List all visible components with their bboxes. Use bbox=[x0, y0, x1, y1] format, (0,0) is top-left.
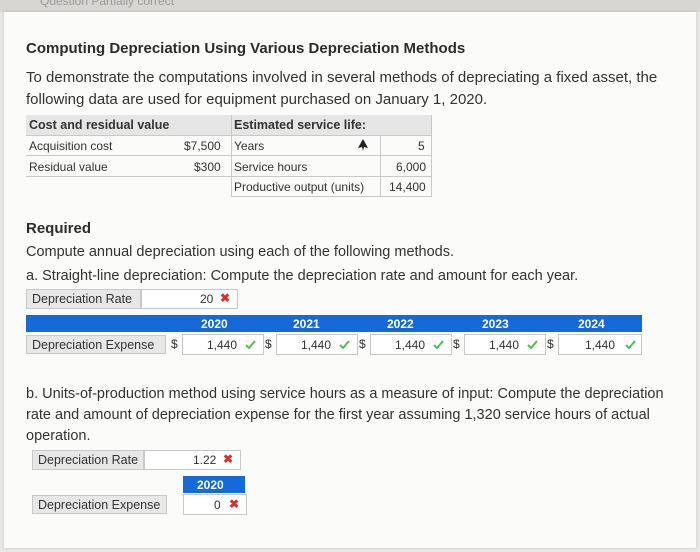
currency-symbol: $ bbox=[547, 337, 554, 351]
currency-symbol: $ bbox=[453, 337, 460, 351]
years-label: Years bbox=[234, 139, 265, 153]
checkmark-icon bbox=[339, 340, 350, 349]
service-hours-value: 6,000 bbox=[396, 160, 427, 174]
checkmark-icon bbox=[245, 340, 256, 349]
required-heading: Required bbox=[26, 220, 92, 237]
acquisition-cost-label: Acquisition cost bbox=[29, 139, 113, 153]
years-value: 5 bbox=[418, 139, 425, 153]
productive-output-label: Productive output (units) bbox=[234, 180, 365, 194]
year-2021: 2021 bbox=[293, 317, 320, 331]
expense-2020-value: 1,440 bbox=[207, 338, 238, 352]
part-a-rate-input[interactable]: 20 ✖ bbox=[141, 289, 238, 309]
residual-value-label: Residual value bbox=[29, 160, 108, 174]
part-a-expense-label: Depreciation Expense bbox=[26, 335, 166, 354]
part-b-rate-input[interactable]: 1.22 ✖ bbox=[144, 450, 241, 470]
question-sheet: Computing Depreciation Using Various Dep… bbox=[4, 12, 696, 548]
part-b-rate-label: Depreciation Rate bbox=[32, 450, 144, 470]
service-hours-label: Service hours bbox=[234, 160, 308, 174]
browser-header-strip: Question Partially correct bbox=[0, 0, 700, 12]
expense-2021-input[interactable]: 1,440 bbox=[276, 334, 358, 355]
x-mark-icon: ✖ bbox=[229, 497, 240, 511]
currency-symbol: $ bbox=[171, 337, 178, 351]
mouse-cursor-icon bbox=[358, 139, 368, 151]
intro-paragraph: To demonstrate the computations involved… bbox=[26, 69, 658, 108]
residual-value-value: $300 bbox=[194, 160, 221, 174]
part-b-expense-label: Depreciation Expense bbox=[32, 495, 167, 514]
expense-2024-value: 1,440 bbox=[585, 338, 616, 352]
expense-2024-input[interactable]: 1,440 bbox=[558, 334, 642, 355]
year-2023: 2023 bbox=[482, 317, 509, 331]
acquisition-cost-value: $7,500 bbox=[184, 139, 221, 153]
expense-2020-input[interactable]: 1,440 bbox=[182, 334, 264, 355]
part-a-rate-value: 20 bbox=[200, 292, 214, 306]
year-2022: 2022 bbox=[387, 317, 414, 331]
currency-symbol: $ bbox=[265, 337, 272, 351]
expense-2021-value: 1,440 bbox=[301, 338, 332, 352]
expense-2023-input[interactable]: 1,440 bbox=[464, 334, 546, 355]
year-2020: 2020 bbox=[201, 317, 228, 331]
expense-2022-input[interactable]: 1,440 bbox=[370, 334, 452, 355]
service-life-header: Estimated service life: bbox=[234, 118, 367, 132]
part-a-year-header-row: 2020 2021 2022 2023 2024 bbox=[26, 315, 642, 332]
checkmark-icon bbox=[433, 340, 444, 349]
part-b-expense-input[interactable]: 0 ✖ bbox=[183, 494, 247, 515]
checkmark-icon bbox=[625, 340, 636, 349]
cost-residual-header: Cost and residual value bbox=[29, 118, 170, 132]
expense-2023-value: 1,440 bbox=[489, 338, 520, 352]
part-b-year: 2020 bbox=[197, 478, 224, 492]
part-b-text: b. Units-of-production method using serv… bbox=[26, 386, 664, 444]
part-a-text: a. Straight-line depreciation: Compute t… bbox=[26, 268, 579, 284]
required-instruction: Compute annual depreciation using each o… bbox=[26, 244, 455, 260]
productive-output-value: 14,400 bbox=[389, 180, 426, 194]
year-2024: 2024 bbox=[578, 317, 605, 331]
part-b-expense-value: 0 bbox=[214, 498, 221, 512]
currency-symbol: $ bbox=[359, 337, 366, 351]
x-mark-icon: ✖ bbox=[223, 452, 234, 466]
part-b-rate-value: 1.22 bbox=[193, 453, 217, 467]
header-ghost-text: Question Partially correct bbox=[40, 0, 175, 8]
page-title: Computing Depreciation Using Various Dep… bbox=[26, 40, 466, 57]
part-a-rate-label: Depreciation Rate bbox=[26, 289, 141, 309]
part-b-year-header: 2020 bbox=[183, 476, 245, 493]
expense-2022-value: 1,440 bbox=[395, 338, 426, 352]
checkmark-icon bbox=[527, 340, 538, 349]
x-mark-icon: ✖ bbox=[220, 291, 231, 305]
